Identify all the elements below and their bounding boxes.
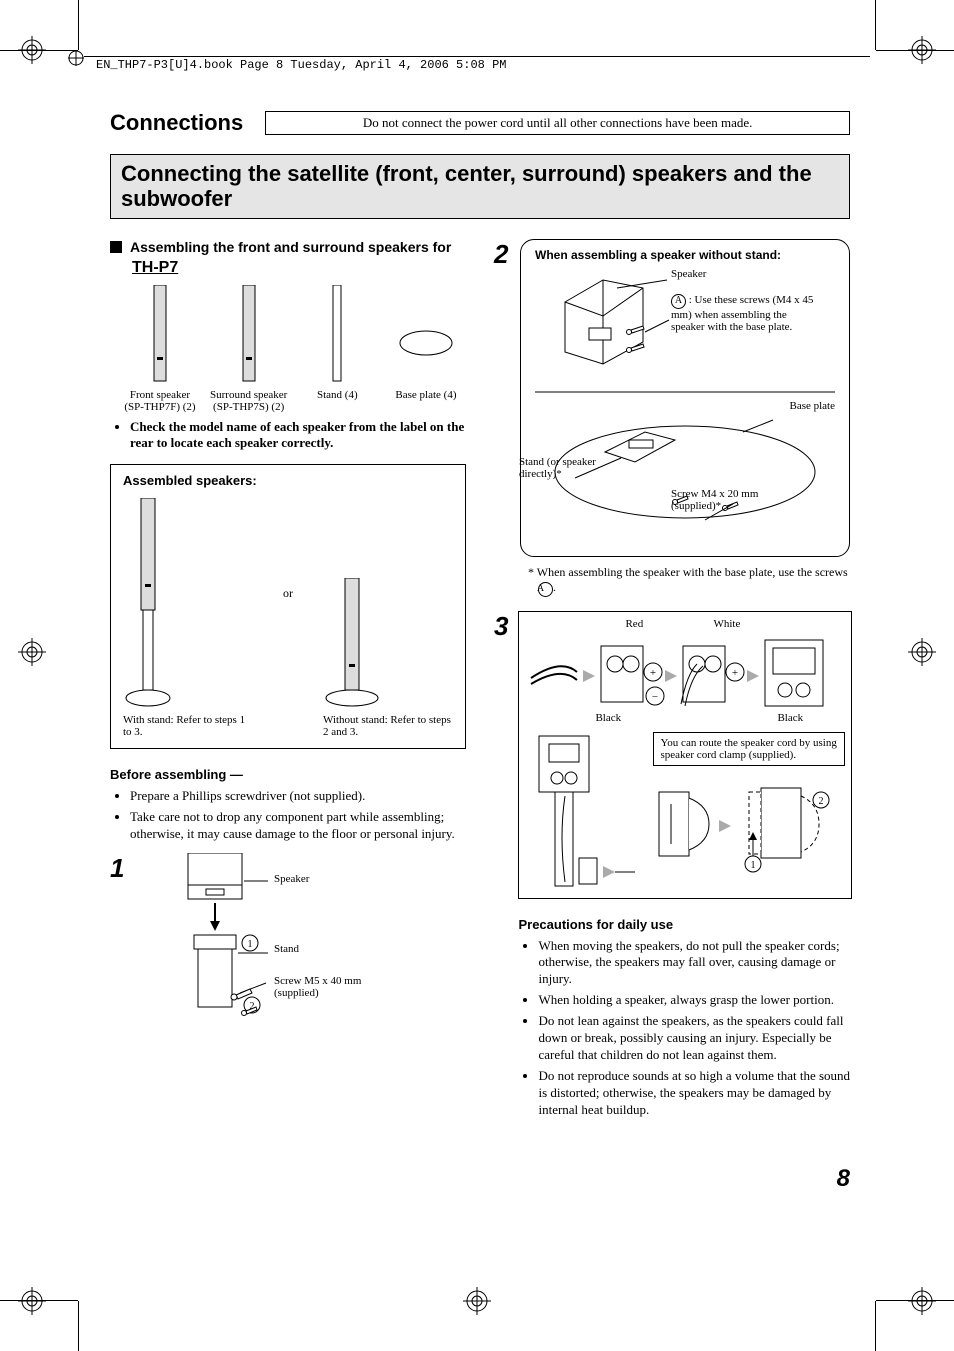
- diagram-label: Base plate: [789, 400, 835, 412]
- assembled-title: Assembled speakers:: [123, 473, 453, 488]
- before-list: Prepare a Phillips screwdriver (not supp…: [110, 788, 466, 843]
- svg-text:1: 1: [248, 939, 253, 950]
- or-text: or: [283, 586, 293, 651]
- step-2-box: When assembling a speaker without stand:: [520, 239, 850, 557]
- assembled-caption: With stand: Refer to steps 1 to 3.: [123, 714, 253, 738]
- circled-a-icon: A: [671, 294, 686, 309]
- diagram-label: : Use these screws (M4 x 45 mm) when ass…: [671, 294, 813, 333]
- precaution-item: Do not lean against the speakers, as the…: [538, 1013, 852, 1064]
- diagram-label: Stand: [274, 943, 394, 955]
- diagram-label: Screw M5 x 40 mm (supplied): [274, 975, 394, 999]
- precautions-list: When moving the speakers, do not pull th…: [518, 938, 852, 1119]
- header-filepath: EN_THP7-P3[U]4.book Page 8 Tuesday, Apri…: [96, 58, 506, 72]
- header-book-icon: [66, 48, 86, 68]
- page: EN_THP7-P3[U]4.book Page 8 Tuesday, Apri…: [0, 0, 954, 1351]
- cord-clamp-note: You can route the speaker cord by using …: [653, 732, 845, 766]
- assembled-caption: Without stand: Refer to steps 2 and 3.: [323, 714, 453, 738]
- step-number: 1: [110, 853, 130, 884]
- sub-heading-text: Assembling the front and surround speake…: [130, 239, 451, 255]
- registration-mark-icon: [18, 638, 46, 666]
- columns: Assembling the front and surround speake…: [110, 239, 850, 1149]
- crop-mark-top: [78, 0, 876, 50]
- registration-mark-icon: [463, 1287, 491, 1315]
- content-area: Connections Do not connect the power cor…: [110, 110, 850, 1149]
- step-1-diagram: 1 2 Speaker: [140, 853, 466, 1149]
- svg-text:+: +: [732, 667, 738, 679]
- diagram-label: Speaker: [671, 268, 706, 280]
- before-heading: Before assembling —: [110, 767, 466, 782]
- assembled-box: Assembled speakers: With stand: Refer to…: [110, 464, 466, 749]
- registration-mark-icon: [908, 638, 936, 666]
- part-base-plate: Base plate (4): [386, 285, 466, 413]
- crop-mark-left: [0, 50, 78, 1301]
- part-surround-speaker: Surround speaker (SP-THP7S) (2): [209, 285, 289, 413]
- svg-text:1: 1: [751, 860, 756, 871]
- step-1: 1: [110, 853, 466, 1149]
- page-number: 8: [837, 1165, 850, 1193]
- step-3-box: + − +: [518, 611, 852, 899]
- square-bullet-icon: [110, 241, 122, 253]
- assembled-without-stand: Without stand: Refer to steps 2 and 3.: [323, 498, 453, 738]
- part-label: Surround speaker (SP-THP7S) (2): [209, 389, 289, 413]
- registration-mark-icon: [18, 36, 46, 64]
- diagram-label: Speaker: [274, 873, 394, 885]
- color-label: Red: [625, 618, 643, 630]
- left-column: Assembling the front and surround speake…: [110, 239, 466, 1149]
- assembled-with-stand: With stand: Refer to steps 1 to 3.: [123, 498, 253, 738]
- diagram-label: Stand (or speaker directly)*: [519, 456, 611, 480]
- model-name: TH-P7: [132, 259, 466, 277]
- step-2-diagram: When assembling a speaker without stand:: [520, 239, 850, 597]
- color-label: White: [713, 618, 740, 630]
- registration-mark-icon: [18, 1287, 46, 1315]
- step-2-footnote: * When assembling the speaker with the b…: [528, 565, 850, 597]
- section-warning: Do not connect the power cord until all …: [265, 111, 850, 135]
- step-number: 2: [494, 239, 510, 270]
- check-note: Check the model name of each speaker fro…: [130, 419, 466, 453]
- part-label: Front speaker (SP-THP7F) (2): [120, 389, 200, 413]
- registration-mark-icon: [908, 36, 936, 64]
- step-number: 3: [494, 611, 508, 642]
- check-note-list: Check the model name of each speaker fro…: [110, 419, 466, 453]
- header-rule: [84, 56, 870, 57]
- precaution-item: When holding a speaker, always grasp the…: [538, 992, 852, 1009]
- before-item: Take care not to drop any component part…: [130, 809, 466, 843]
- precautions-heading: Precautions for daily use: [518, 917, 852, 932]
- right-column: 2 When assembling a speaker without stan…: [494, 239, 850, 1149]
- part-stand: Stand (4): [297, 285, 377, 413]
- clamp-detail-diagram: 1 2: [653, 774, 833, 874]
- step-2: 2 When assembling a speaker without stan…: [494, 239, 850, 597]
- before-item: Prepare a Phillips screwdriver (not supp…: [130, 788, 466, 805]
- assembled-row: With stand: Refer to steps 1 to 3. or Wi…: [123, 498, 453, 738]
- main-title: Connecting the satellite (front, center,…: [110, 154, 850, 219]
- step-3: 3: [494, 611, 850, 1125]
- color-label: Black: [777, 712, 803, 724]
- circled-a-icon: A: [538, 582, 553, 597]
- registration-mark-icon: [908, 1287, 936, 1315]
- cord-clamp-diagram: [525, 732, 645, 892]
- svg-text:−: −: [652, 691, 658, 703]
- part-label: Stand (4): [297, 389, 377, 401]
- svg-text:2: 2: [819, 796, 824, 807]
- crop-mark-right: [876, 50, 954, 1301]
- svg-text:+: +: [650, 667, 656, 679]
- diagram-label: Screw M4 x 20 mm (supplied)*: [671, 488, 811, 512]
- step-2-title: When assembling a speaker without stand:: [535, 248, 835, 262]
- section-label: Connections: [110, 110, 265, 136]
- parts-row: Front speaker (SP-THP7F) (2) Surround sp…: [120, 285, 466, 413]
- part-label: Base plate (4): [386, 389, 466, 401]
- step-3-diagram: + − +: [518, 611, 852, 1125]
- color-label: Black: [595, 712, 621, 724]
- sub-heading: Assembling the front and surround speake…: [110, 239, 466, 255]
- part-front-speaker: Front speaker (SP-THP7F) (2): [120, 285, 200, 413]
- precaution-item: When moving the speakers, do not pull th…: [538, 938, 852, 989]
- title-row: Connections Do not connect the power cor…: [110, 110, 850, 136]
- precaution-item: Do not reproduce sounds at so high a vol…: [538, 1068, 852, 1119]
